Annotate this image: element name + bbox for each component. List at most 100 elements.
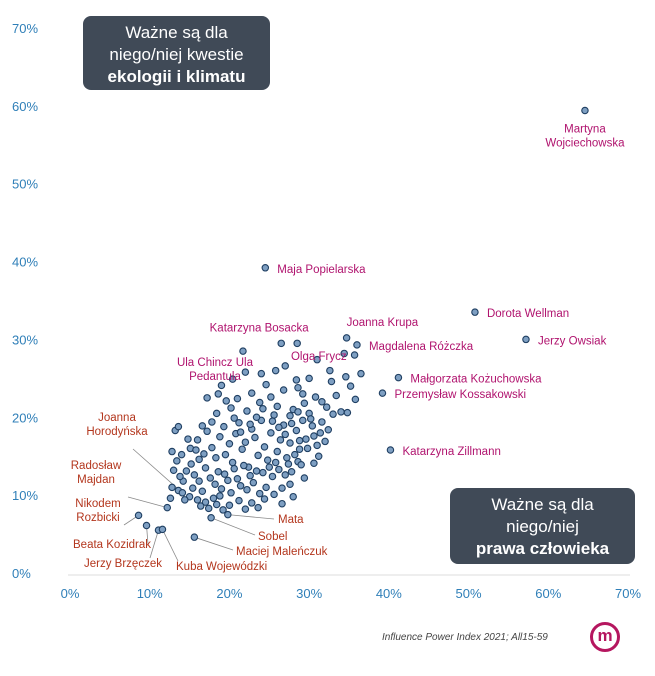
data-point xyxy=(241,368,250,376)
callout-ecology: Ważne są dla niego/niej kwestie ekologii… xyxy=(83,16,270,90)
point-label: Jerzy Owsiak xyxy=(538,335,607,347)
data-point xyxy=(386,446,395,454)
data-point xyxy=(283,454,291,462)
data-point xyxy=(289,492,297,501)
data-point xyxy=(306,415,315,423)
data-point xyxy=(225,440,234,448)
data-point xyxy=(235,496,243,505)
data-point xyxy=(267,429,275,437)
x-tick-label: 20% xyxy=(216,586,242,601)
data-point xyxy=(224,510,232,519)
callout-human-rights-bold: prawa człowieka xyxy=(475,539,610,558)
point-label: Małgorzata Kożuchowska xyxy=(410,374,542,386)
data-point xyxy=(249,478,258,487)
data-point xyxy=(142,521,151,530)
data-point xyxy=(314,452,323,460)
data-point xyxy=(189,484,197,492)
point-label: Radosław Majdan xyxy=(71,460,122,486)
data-point xyxy=(357,369,365,378)
data-point xyxy=(243,485,251,494)
point-label: Dorota Wellman xyxy=(487,308,569,320)
data-point xyxy=(168,483,176,492)
point-label: Maja Popielarska xyxy=(277,264,366,276)
data-point xyxy=(212,409,221,418)
data-point xyxy=(262,483,270,492)
point-label: Jerzy Brzęczek xyxy=(84,558,162,570)
callout-human-rights-line1: Ważne są dla xyxy=(491,495,594,514)
data-point xyxy=(340,349,348,358)
data-point xyxy=(193,436,202,444)
data-point xyxy=(192,446,200,454)
y-tick-label: 0% xyxy=(12,566,31,581)
data-point xyxy=(220,470,229,478)
callout-ecology-line1: Ważne są dla xyxy=(125,23,228,42)
data-point xyxy=(252,413,261,422)
point-label: Olga Frycz xyxy=(291,351,347,363)
data-point xyxy=(251,433,259,442)
data-point xyxy=(241,438,250,446)
point-label: Joanna Horodyńska xyxy=(86,412,148,438)
data-point xyxy=(254,503,262,512)
point-label: Przemysław Kossakowski xyxy=(394,389,526,401)
leader-line xyxy=(227,514,275,520)
data-point xyxy=(241,505,250,513)
data-point xyxy=(332,391,340,400)
x-tick-label: 60% xyxy=(535,586,561,601)
data-point xyxy=(313,441,321,450)
y-tick-label: 10% xyxy=(12,488,38,503)
data-point xyxy=(275,423,283,432)
data-point xyxy=(200,450,208,458)
data-point xyxy=(270,490,278,499)
data-point xyxy=(322,403,331,411)
data-point xyxy=(300,474,309,482)
data-point xyxy=(321,437,329,446)
data-point xyxy=(236,428,245,436)
data-point xyxy=(236,482,245,490)
data-point xyxy=(203,427,211,436)
data-point xyxy=(221,450,230,459)
data-point xyxy=(292,376,301,384)
y-tick-label: 30% xyxy=(12,332,38,347)
data-point xyxy=(295,436,304,445)
data-point xyxy=(178,489,187,497)
data-point xyxy=(300,399,309,408)
data-point xyxy=(313,355,321,364)
x-tick-label: 50% xyxy=(456,586,482,601)
data-point xyxy=(329,410,337,418)
data-point xyxy=(286,480,294,488)
data-point xyxy=(158,525,167,534)
brand-logo-icon: m xyxy=(590,622,620,652)
point-label: Nikodem Rozbicki xyxy=(75,498,120,524)
data-point xyxy=(378,389,387,397)
data-point xyxy=(261,264,270,272)
y-tick-label: 60% xyxy=(12,99,38,114)
data-point xyxy=(214,390,223,398)
data-point xyxy=(286,439,294,447)
data-point xyxy=(278,499,286,508)
x-tick-label: 40% xyxy=(376,586,402,601)
data-point xyxy=(271,458,280,467)
data-point xyxy=(262,380,270,389)
data-point xyxy=(327,377,336,386)
data-point xyxy=(169,466,178,474)
data-point xyxy=(308,422,317,430)
data-point xyxy=(228,375,237,383)
data-point xyxy=(227,404,235,412)
data-point xyxy=(182,467,191,475)
data-point xyxy=(246,420,254,429)
data-point xyxy=(216,492,224,500)
data-point xyxy=(287,419,296,428)
data-point xyxy=(257,369,266,378)
data-point xyxy=(342,373,350,381)
data-point xyxy=(277,339,285,348)
data-point xyxy=(295,445,304,453)
leader-lines xyxy=(123,448,275,562)
data-point xyxy=(287,468,296,476)
data-point xyxy=(230,464,238,473)
point-label: Kuba Wojewódzki xyxy=(176,561,267,573)
data-point xyxy=(291,450,299,459)
data-point xyxy=(206,474,215,482)
data-point xyxy=(235,418,243,427)
data-point xyxy=(238,445,246,453)
